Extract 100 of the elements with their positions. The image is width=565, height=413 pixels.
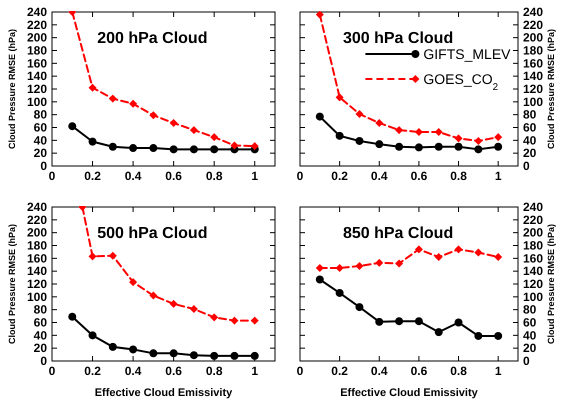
x-tick-label: 1: [251, 364, 258, 378]
point: [454, 245, 463, 254]
point: [149, 144, 158, 152]
x-tick-label: 0.2: [331, 364, 348, 378]
y-axis-title: Cloud Pressure RMSE (hPa): [7, 28, 17, 150]
point: [210, 145, 218, 154]
point: [149, 292, 158, 300]
y-tick-label: 20: [34, 146, 48, 160]
x-axis-title: Effective Cloud Emissivity: [340, 387, 479, 399]
y-tick-label: 120: [523, 82, 544, 96]
point: [129, 345, 138, 354]
y-tick-label: 220: [523, 212, 544, 227]
point: [88, 138, 97, 146]
y-tick-label: 0: [523, 354, 530, 368]
y-tick-label: 220: [26, 18, 48, 32]
point: [230, 352, 238, 360]
y-tick-label: 40: [523, 328, 537, 342]
point: [434, 142, 443, 151]
text: 500 hPa Cloud: [97, 225, 208, 242]
text: 850 hPa Cloud: [342, 225, 454, 242]
point: [474, 248, 482, 257]
point: [355, 110, 364, 118]
y-tick-label: 200: [523, 226, 544, 240]
point: [170, 119, 178, 128]
y-tick-label: 200: [523, 30, 544, 45]
point: [68, 122, 76, 130]
point: [414, 143, 423, 152]
y-tick-label: 60: [523, 120, 537, 134]
y-tick-label: 40: [523, 133, 537, 148]
x-tick-label: 0.6: [410, 364, 428, 378]
x-tick-label: 0: [48, 364, 56, 378]
point: [108, 142, 117, 151]
y-tick-label: 160: [26, 251, 48, 266]
x-tick-label: 0: [296, 364, 304, 378]
point: [375, 258, 384, 267]
point: [414, 317, 423, 326]
y-tick-label: 180: [26, 44, 48, 58]
y-tick-label: 120: [523, 277, 544, 291]
point: [355, 262, 364, 270]
y-tick-label: 100: [26, 290, 48, 304]
y-tick-label: 80: [523, 302, 537, 317]
point: [375, 119, 384, 128]
point: [454, 134, 463, 142]
y-tick-label: 120: [26, 277, 48, 291]
x-tick-label: 0.8: [450, 169, 468, 183]
y-tick-label: 240: [523, 200, 544, 214]
x-tick-label: 0.6: [165, 169, 182, 183]
point: [316, 112, 324, 121]
point: [88, 331, 97, 340]
y-tick-label: 100: [26, 94, 48, 109]
point: [149, 349, 158, 358]
point: [474, 136, 482, 145]
y-tick-label: 160: [523, 251, 544, 266]
point: [190, 145, 198, 154]
y-tick-label: 140: [523, 69, 544, 84]
point: [494, 253, 502, 262]
point: [88, 252, 97, 260]
point: [474, 332, 482, 340]
point: [336, 264, 344, 272]
point: [170, 349, 178, 358]
point: [316, 11, 324, 19]
point: [316, 276, 324, 284]
point: [454, 318, 463, 326]
point: [210, 313, 218, 322]
y-tick-label: 20: [523, 146, 537, 160]
point: [129, 278, 138, 286]
y-axis-title: Cloud Pressure RMSE (hPa): [546, 224, 556, 344]
y-tick-label: 140: [26, 264, 48, 278]
point: [108, 252, 117, 260]
x-tick-label: 0.6: [165, 364, 182, 378]
y-tick-label: 40: [34, 133, 48, 148]
y-axis-title: Cloud Pressure RMSE (hPa): [7, 224, 17, 344]
y-tick-label: 20: [523, 341, 537, 356]
x-tick-label: 0.8: [206, 364, 223, 378]
point: [68, 312, 76, 321]
y-tick-label: 100: [523, 94, 544, 109]
point: [454, 142, 463, 151]
y-tick-label: 0: [523, 159, 530, 173]
y-tick-label: 160: [523, 56, 544, 70]
point: [170, 145, 178, 154]
point: [88, 84, 97, 92]
point: [210, 352, 218, 360]
x-tick-label: 0.8: [206, 169, 223, 183]
point: [375, 318, 384, 326]
legend-label: GIFTS_MLEV: [423, 46, 512, 62]
point: [474, 145, 482, 154]
point: [336, 132, 344, 140]
point: [414, 128, 423, 136]
point: [494, 142, 502, 151]
point: [336, 288, 344, 297]
y-tick-label: 140: [26, 69, 48, 84]
y-tick-label: 100: [523, 290, 544, 304]
point: [316, 264, 324, 272]
point: [375, 140, 384, 148]
point: [494, 332, 502, 340]
y-tick-label: 200: [26, 30, 48, 45]
point: [210, 133, 218, 142]
x-tick-label: 0.4: [370, 169, 388, 183]
point: [414, 245, 423, 254]
y-tick-label: 240: [26, 5, 48, 19]
